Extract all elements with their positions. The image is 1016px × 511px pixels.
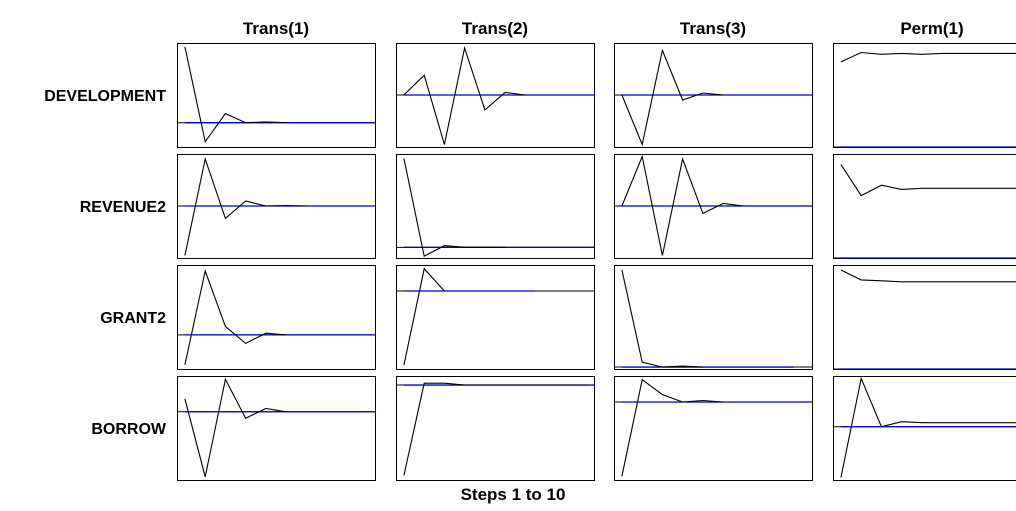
- panel: [833, 376, 1016, 481]
- response-line: [840, 376, 1016, 478]
- row-label: GRANT2: [100, 310, 166, 327]
- response-line: [184, 269, 287, 365]
- panel: [614, 154, 813, 259]
- panel-frame: [396, 376, 595, 481]
- panel-frame: [614, 265, 813, 370]
- x-axis-label: Steps 1 to 10: [461, 485, 566, 504]
- panel-grid: [177, 43, 1016, 481]
- panel-frame: [833, 265, 1016, 370]
- panel-frame: [177, 376, 376, 481]
- panel-frame: [177, 43, 376, 148]
- column-title: Trans(2): [462, 19, 528, 38]
- panel: [833, 154, 1016, 259]
- panel: [177, 154, 376, 259]
- column-title: Trans(3): [680, 19, 746, 38]
- response-line: [184, 377, 287, 477]
- panel: [177, 265, 376, 370]
- panel: [833, 43, 1016, 148]
- row-label: BORROW: [91, 421, 167, 438]
- response-line: [621, 154, 744, 256]
- panel: [614, 376, 813, 481]
- panel-frame: [833, 376, 1016, 481]
- panel: [396, 43, 595, 148]
- panel-frame: [177, 265, 376, 370]
- response-line: [621, 378, 724, 477]
- panel-frame: [833, 43, 1016, 148]
- panel: [177, 376, 376, 481]
- panel: [833, 265, 1016, 370]
- panel: [396, 376, 595, 481]
- response-line: [840, 269, 1016, 283]
- response-line: [184, 156, 307, 256]
- panel-frame: [396, 154, 595, 259]
- panel: [614, 265, 813, 370]
- response-line: [403, 267, 445, 366]
- response-line: [621, 48, 724, 147]
- response-line: [184, 46, 287, 144]
- column-title: Trans(1): [243, 19, 309, 38]
- panel-frame: [833, 154, 1016, 259]
- panel: [177, 43, 376, 148]
- response-line: [403, 158, 506, 258]
- row-label: DEVELOPMENT: [44, 88, 166, 105]
- column-titles: Trans(1) Trans(2) Trans(3) Perm(1): [243, 19, 964, 38]
- column-title: Perm(1): [900, 19, 963, 38]
- panel-frame: [614, 376, 813, 481]
- panel: [396, 265, 595, 370]
- row-label: REVENUE2: [80, 199, 166, 216]
- panel-frame: [396, 265, 595, 370]
- response-line: [840, 51, 1016, 63]
- response-line: [621, 269, 703, 368]
- panel: [396, 154, 595, 259]
- row-labels: DEVELOPMENT REVENUE2 GRANT2 BORROW: [44, 88, 167, 438]
- panel: [614, 43, 813, 148]
- response-line: [403, 382, 587, 476]
- response-line: [403, 45, 526, 145]
- response-line: [840, 164, 1016, 197]
